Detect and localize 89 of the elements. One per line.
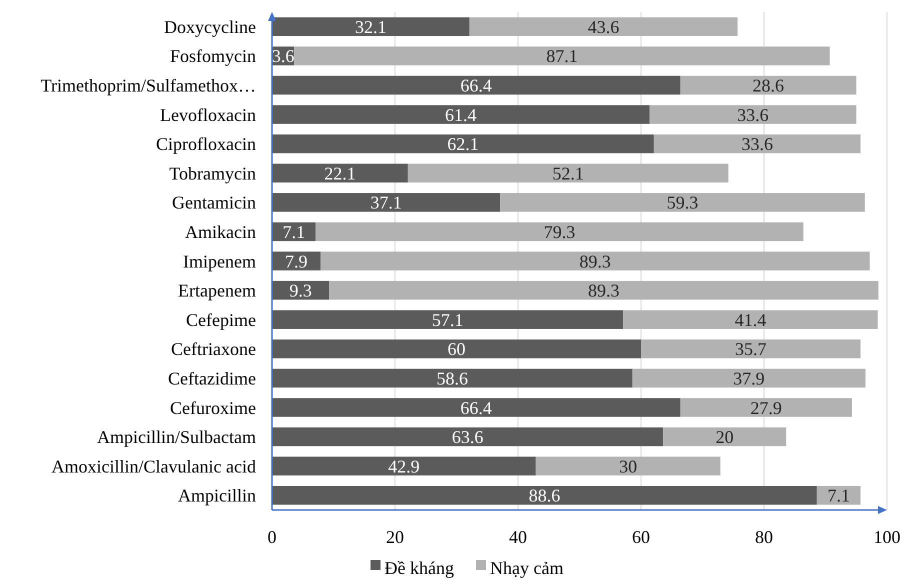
y-tick-label: Ertapenem [178, 280, 256, 301]
data-label: 35.7 [735, 339, 767, 360]
x-tick-label: 40 [509, 527, 527, 547]
y-tick-label: Amoxicillin/Clavulanic acid [52, 456, 256, 476]
data-label: 27.9 [750, 398, 782, 418]
data-label: 9.3 [289, 280, 312, 301]
bar [632, 368, 866, 388]
data-label: 79.3 [544, 222, 576, 242]
y-tick-label: Ampicillin/Sulbactam [97, 427, 256, 448]
bar [641, 340, 861, 358]
y-tick-label: Levofloxacin [160, 104, 256, 125]
y-tick-label: Amikacin [185, 222, 256, 242]
data-label: 7.1 [827, 486, 850, 506]
y-tick-label: Cefuroxime [170, 398, 256, 418]
x-tick-label: 80 [755, 527, 773, 547]
bar [680, 76, 856, 95]
data-label: 61.4 [445, 104, 477, 125]
data-label: 59.3 [666, 192, 698, 213]
y-tick-label: Ampicillin [178, 486, 256, 506]
y-tick-label: Tobramycin [169, 163, 256, 184]
bar [294, 46, 830, 66]
data-label: 89.3 [588, 280, 620, 301]
data-label: 20 [716, 427, 734, 448]
y-tick-label: Cefepime [186, 310, 256, 330]
bar [316, 222, 804, 242]
data-label: 7.9 [285, 251, 308, 272]
bar [469, 17, 738, 36]
bar [272, 134, 654, 154]
bar [272, 398, 680, 417]
data-label: 66.4 [460, 76, 492, 96]
bar [272, 427, 664, 446]
y-tick-label: Ceftriaxone [171, 339, 256, 360]
bar [663, 427, 786, 446]
y-tick-label: Gentamicin [172, 192, 256, 213]
data-label: 42.9 [388, 456, 420, 476]
bar [500, 193, 865, 212]
data-label: 88.6 [528, 486, 560, 506]
bar [329, 280, 878, 300]
bar [654, 134, 861, 154]
data-label: 87.1 [546, 46, 578, 66]
y-tick-label: Doxycycline [164, 16, 256, 37]
data-label: 62.1 [447, 134, 479, 154]
data-label: 30 [619, 456, 638, 476]
x-tick-label: 0 [268, 527, 276, 547]
y-tick-label: Trimethoprim/Sulfamethox… [40, 76, 256, 96]
bar [272, 76, 680, 95]
data-label: 60 [448, 339, 466, 360]
bar [272, 310, 624, 329]
bar [272, 105, 650, 124]
data-label: 28.6 [752, 76, 784, 96]
data-label: 89.3 [579, 251, 611, 272]
data-label: 66.4 [460, 398, 492, 418]
data-label: 41.4 [734, 310, 766, 330]
bar [680, 398, 852, 417]
bar [623, 310, 878, 329]
bar [816, 486, 861, 505]
data-label: 7.1 [282, 222, 306, 242]
data-label: 37.1 [370, 192, 402, 213]
x-tick-label: 60 [632, 527, 650, 547]
legend-label: Nhạy cảm [490, 558, 564, 578]
legend-label: Đề kháng [384, 558, 454, 578]
y-tick-label: Imipenem [183, 251, 256, 272]
bar [272, 340, 641, 358]
bar [650, 105, 856, 124]
bar [536, 456, 720, 476]
data-label: 37.9 [733, 368, 765, 388]
data-label: 22.1 [324, 163, 356, 184]
data-label: 52.1 [552, 163, 584, 184]
data-label: 33.6 [737, 104, 769, 125]
bar [272, 193, 500, 212]
y-tick-label: Ceftazidime [168, 368, 256, 388]
data-label: 33.6 [741, 134, 773, 154]
data-label: 43.6 [588, 16, 620, 37]
bar [272, 164, 408, 182]
y-tick-label: Fosfomycin [170, 46, 256, 66]
bar [272, 486, 817, 505]
data-label: 63.6 [452, 427, 484, 448]
x-tick-label: 100 [874, 527, 900, 547]
bar [408, 164, 728, 182]
data-label: 58.6 [436, 368, 468, 388]
bar [272, 17, 470, 36]
data-label: 32.1 [354, 16, 386, 37]
data-label: 57.1 [432, 310, 464, 330]
data-label: 3.6 [272, 46, 294, 66]
bar [272, 456, 536, 476]
bar [320, 252, 870, 270]
y-tick-label: Ciprofloxacin [156, 134, 256, 154]
bar [272, 368, 632, 388]
x-tick-label: 20 [386, 527, 404, 547]
